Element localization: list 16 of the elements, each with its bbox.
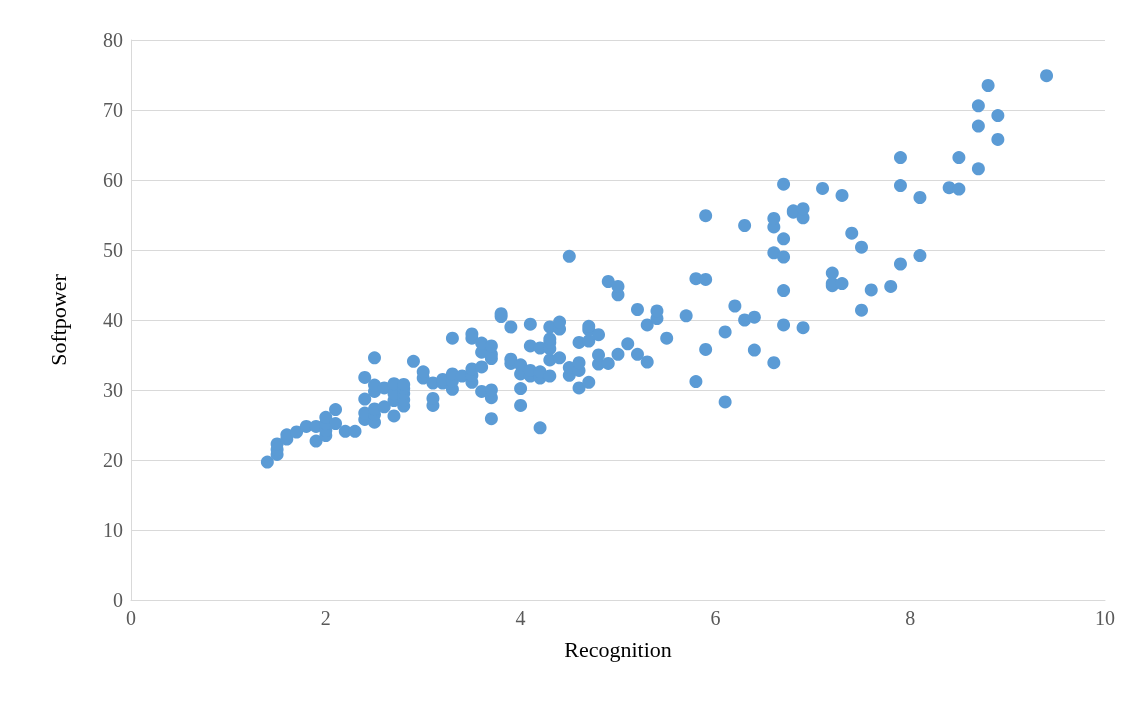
y-tick-label: 70 [103,99,123,121]
y-tick-label: 20 [103,449,123,471]
y-axis-title: Softpower [45,273,71,366]
y-tick-label: 40 [103,309,123,331]
x-tick-label: 8 [905,607,916,629]
x-tick-label: 6 [710,607,721,629]
y-tick-label: 50 [103,239,123,261]
y-tick-label: 10 [103,519,123,541]
y-tick-label: 60 [103,169,123,191]
y-tick-label: 0 [113,589,123,611]
x-tick-label: 10 [1095,607,1115,629]
x-tick-label: 2 [320,607,331,629]
y-tick-label: 30 [103,379,123,401]
x-axis-title: Recognition [564,636,672,662]
y-tick-label: 80 [103,29,123,51]
x-tick-label: 4 [515,607,526,629]
